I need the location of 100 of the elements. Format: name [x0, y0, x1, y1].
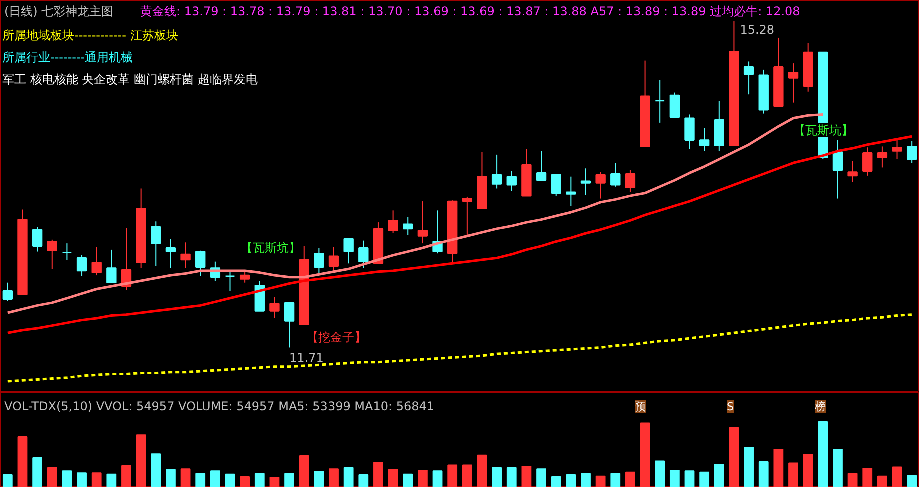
bar	[254, 473, 265, 487]
candlestick	[62, 243, 72, 261]
candlestick	[328, 246, 340, 272]
bar	[136, 434, 146, 487]
candlestick	[418, 201, 428, 244]
candlestick	[284, 302, 295, 348]
bar	[758, 461, 769, 487]
annotation: 【瓦斯坑】	[794, 123, 854, 138]
bar	[462, 464, 472, 487]
bar	[18, 436, 28, 487]
annotation: 所属行业--------通用机械	[2, 50, 134, 64]
text: S	[727, 400, 734, 414]
bar	[106, 474, 117, 487]
candlestick	[76, 254, 88, 277]
bar	[907, 475, 918, 487]
bar	[77, 472, 87, 487]
bar	[684, 470, 695, 487]
candlestick	[892, 138, 902, 160]
bar	[536, 468, 546, 487]
bar	[626, 472, 636, 487]
bar	[803, 454, 814, 487]
candlestick	[580, 168, 592, 196]
bar	[788, 462, 798, 487]
candlestick	[32, 226, 43, 252]
bar	[432, 470, 443, 487]
bar	[62, 470, 72, 487]
candlestick	[506, 170, 517, 192]
candlestick	[196, 250, 206, 277]
candlestick	[877, 146, 888, 168]
candlestick	[180, 242, 191, 269]
annotation: 11.71	[290, 351, 324, 366]
candlestick	[536, 150, 547, 182]
candlestick	[492, 154, 502, 190]
candlestick	[906, 140, 918, 164]
bar	[774, 449, 784, 487]
bar	[329, 468, 339, 487]
bar	[596, 476, 606, 487]
bar	[892, 466, 902, 487]
annotation: 15.28	[740, 23, 775, 38]
bar	[714, 464, 724, 487]
annotation: 所属地域板块------------ 江苏板块	[2, 28, 178, 42]
candlestick	[92, 246, 102, 276]
bar	[344, 467, 354, 487]
candlestick	[832, 140, 844, 200]
bar	[32, 458, 43, 487]
candlestick	[403, 216, 414, 236]
candlestick	[358, 240, 369, 269]
bar	[270, 477, 280, 487]
bar	[744, 447, 754, 487]
bar	[700, 472, 710, 487]
bar	[92, 472, 102, 487]
bar	[122, 465, 132, 487]
text: 预	[635, 400, 646, 414]
bar	[358, 474, 369, 487]
bar	[522, 466, 532, 487]
bar	[180, 468, 191, 487]
candlestick	[655, 79, 666, 124]
candlestick	[151, 221, 162, 267]
bar	[166, 469, 176, 487]
candlestick	[166, 238, 176, 269]
bar	[240, 476, 250, 487]
candlestick	[225, 270, 236, 292]
bar	[610, 473, 621, 487]
candlestick	[684, 114, 695, 150]
candlestick	[610, 162, 621, 188]
chart-title: VOL-TDX(5,10) VVOL: 54957 VOLUME: 54957 MA5: 53399 MA10: 56841	[4, 400, 435, 414]
bar	[448, 464, 458, 487]
candlestick	[106, 249, 117, 284]
bar	[877, 476, 888, 487]
bar	[492, 467, 502, 487]
bar	[729, 427, 740, 487]
candlestick	[47, 239, 58, 270]
bar	[848, 473, 858, 487]
bar	[314, 471, 324, 487]
bar	[210, 470, 220, 487]
bar	[670, 470, 680, 487]
candlestick	[596, 172, 606, 200]
bar	[225, 474, 236, 487]
candlestick	[744, 61, 754, 96]
candlestick	[462, 196, 473, 237]
bar	[388, 469, 398, 487]
bar	[655, 460, 666, 487]
bar	[374, 462, 384, 487]
bar	[640, 422, 650, 487]
bar	[151, 454, 162, 487]
bar	[477, 454, 488, 487]
chart-subtitle: 黄金线: 13.79 : 13.78 : 13.79 : 13.81 : 13.70 : 13.69 : 13.69 : 13.87 : 13.88 A57 : 13.89 : 13.89 过均必牛: 12.08	[140, 4, 800, 18]
bar	[196, 473, 206, 487]
candlestick	[314, 248, 324, 274]
candlestick	[388, 210, 398, 234]
candlestick	[848, 160, 858, 183]
bar	[418, 470, 428, 487]
candlestick	[270, 296, 280, 319]
bar	[47, 467, 58, 487]
annotation: 【瓦斯坑】	[241, 241, 302, 256]
bar	[581, 473, 591, 487]
bar	[833, 449, 843, 487]
bar	[818, 421, 828, 487]
candlestick	[788, 63, 799, 104]
annotation: 【挖金子】	[306, 330, 366, 345]
